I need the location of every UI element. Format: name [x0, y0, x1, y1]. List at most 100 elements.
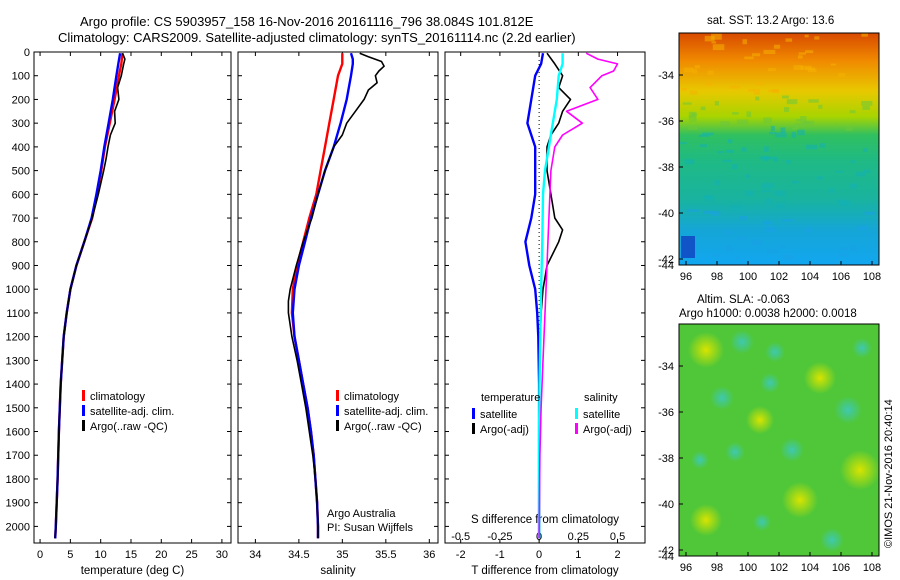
sst-speckle [850, 160, 856, 163]
ytick-label: 800 [12, 237, 30, 249]
sst-speckle [785, 160, 791, 164]
difference-series-satellite [537, 53, 564, 539]
sst-speckle [768, 89, 779, 93]
sla-eddy [834, 396, 862, 424]
sla-warm-patch [690, 504, 722, 536]
legend-title-temperature: temperature [481, 392, 540, 404]
sst-speckle [729, 86, 740, 89]
sst-speckle [796, 119, 801, 122]
sst-speckle [835, 170, 844, 173]
ytick-label: 1300 [6, 355, 30, 367]
ytick-label: 1100 [6, 308, 30, 320]
legend-swatch [336, 390, 339, 401]
sst-speckle [744, 56, 754, 60]
sla-eddy [765, 342, 785, 362]
map-ytick-label: -40 [658, 208, 674, 220]
sst-speckle [808, 99, 819, 103]
xtick-label: 0 [536, 549, 542, 561]
sst-speckle [683, 67, 694, 73]
legend-swatch [575, 423, 578, 434]
difference-series-satellite [524, 52, 545, 539]
sst-speckle [761, 190, 772, 193]
ytick-label: 1400 [6, 379, 30, 391]
sst-speckle [737, 236, 747, 240]
sst-speckle [732, 164, 738, 169]
sst-speckle [828, 188, 835, 194]
xtick-label: 25 [185, 549, 197, 561]
map-xtick-label: 106 [832, 562, 850, 574]
salinity-series-argo-raw-qc- [287, 52, 385, 539]
sst-speckle [782, 219, 793, 222]
sst-speckle [775, 132, 787, 138]
sst-speckle [774, 190, 785, 197]
sla-ticks: 96 98 100 102 104 106 108 -34 -36 -38 -40 -42-44 [658, 361, 881, 574]
legend-swatch [82, 420, 85, 431]
sst-speckle [849, 110, 856, 114]
sst-speckle [798, 52, 806, 55]
sst-speckle [755, 96, 760, 101]
map-ytick-label: -42 [658, 545, 674, 557]
sst-speckle [742, 39, 747, 45]
sst-speckle [767, 249, 779, 254]
sst-speckle [797, 129, 805, 136]
sst-speckle [770, 125, 775, 131]
sst-speckle [712, 44, 725, 51]
sst-speckle [784, 107, 790, 113]
sst-speckle [732, 112, 739, 115]
sst-speckle [753, 88, 760, 95]
sst-speckle [808, 68, 817, 73]
sst-speckle [863, 148, 868, 152]
sla-texture [688, 330, 880, 552]
xtick-label: 35.5 [375, 549, 396, 561]
sst-speckle [762, 183, 774, 189]
legend-swatch [336, 420, 339, 431]
sst-speckle [704, 195, 714, 202]
sst-speckle [679, 142, 687, 145]
temperature-series-climatology [54, 53, 124, 539]
sst-speckle [700, 106, 706, 111]
sst-speckle [804, 34, 809, 38]
sst-speckle [714, 180, 721, 186]
sst-speckle [791, 131, 797, 138]
ytick-label: 900 [12, 260, 30, 272]
sst-speckle [818, 104, 823, 109]
sla-warm-patch [804, 362, 836, 394]
imos-stamp: ©IMOS 21-Nov-2016 20:40:14 [883, 399, 895, 548]
sst-speckle [765, 226, 773, 229]
ytick-label: 1600 [6, 427, 30, 439]
sst-speckle [786, 99, 798, 105]
sla-eddy [852, 338, 872, 358]
sla-map-title-1: Altim. SLA: -0.063 [697, 294, 790, 306]
sst-speckle [717, 151, 724, 154]
sla-eddy [730, 330, 754, 354]
sst-speckle [785, 38, 793, 42]
legend-label: satellite [583, 409, 620, 421]
sst-map-title: sat. SST: 13.2 Argo: 13.6 [707, 15, 834, 27]
sst-texture [679, 33, 876, 260]
sst-speckle [839, 200, 849, 205]
sst-speckle [711, 33, 722, 40]
s-tick-label: -0.5 [451, 531, 470, 543]
sst-speckle [688, 111, 696, 118]
sst-speckle [720, 121, 730, 127]
map-xtick-label: 104 [801, 562, 819, 574]
map-ytick-label: -44 [658, 260, 674, 272]
s-tick-label: 0.25 [568, 531, 589, 543]
sst-speckle [791, 181, 800, 184]
sla-eddy [780, 438, 804, 462]
sla-eddy [753, 513, 771, 531]
sst-speckle [724, 231, 733, 234]
sst-speckle [864, 211, 876, 215]
xtick-label: 36 [423, 549, 435, 561]
sst-speckle [694, 65, 700, 69]
legend-label: Argo(-adj) [583, 424, 632, 436]
s-axis-label: S difference from climatology [471, 514, 619, 526]
sst-speckle [763, 220, 771, 225]
xtick-label: 1 [575, 549, 581, 561]
sst-speckle [830, 63, 837, 66]
map-ytick-label: -36 [658, 407, 674, 419]
legend-label: satellite [480, 409, 517, 421]
salinity-xlabel: salinity [320, 565, 355, 577]
sst-speckle [687, 209, 700, 212]
legend-swatch [472, 423, 475, 434]
